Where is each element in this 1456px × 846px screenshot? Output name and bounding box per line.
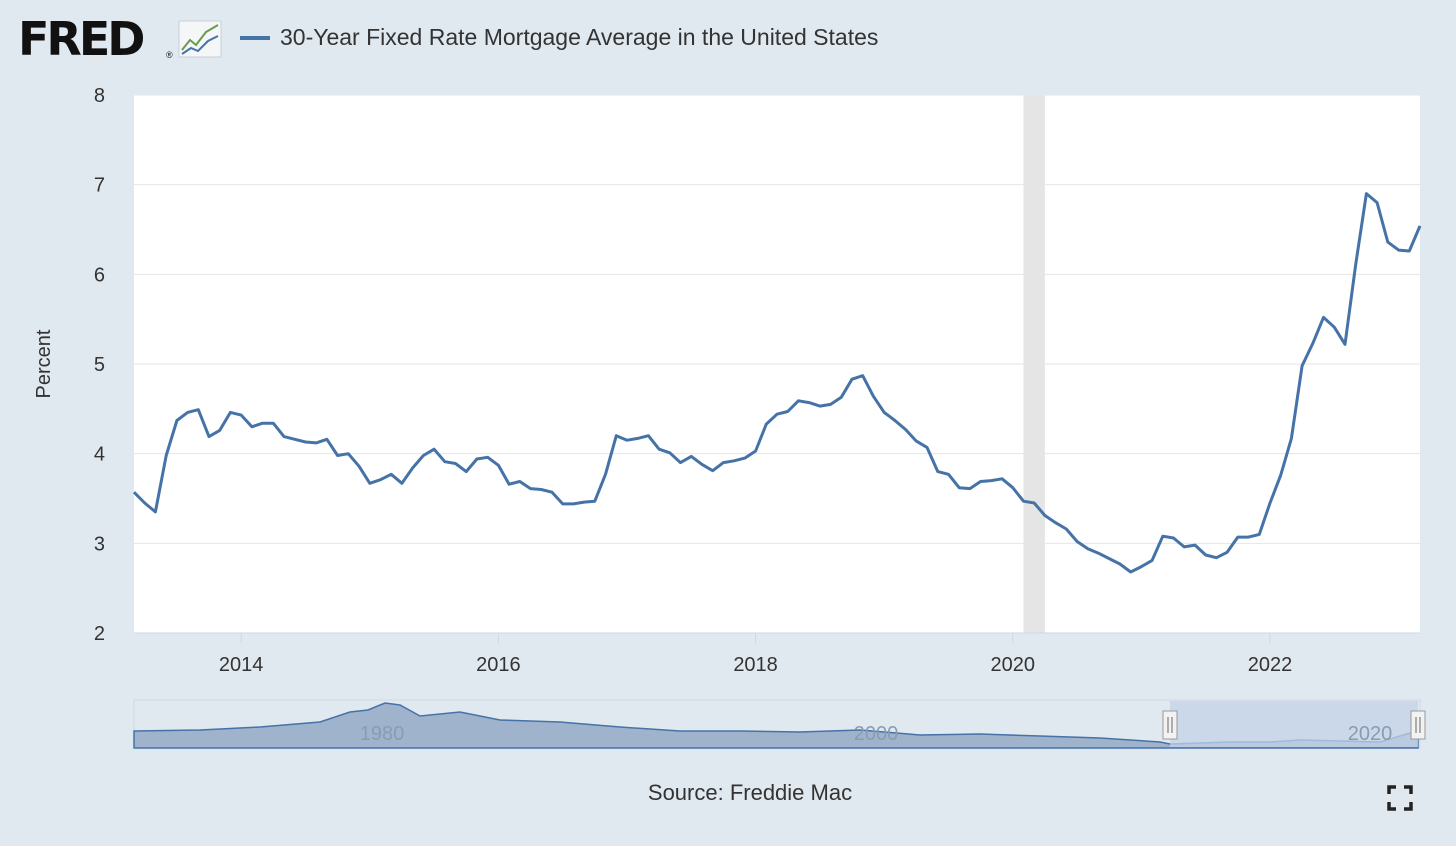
y-axis-ticks: 2 3 4 5 6 7 8 bbox=[94, 85, 105, 645]
legend-swatch bbox=[240, 36, 270, 40]
y-tick-label: 4 bbox=[94, 444, 105, 466]
x-axis-ticks: 2014 2016 2018 2020 2022 bbox=[219, 633, 1292, 676]
grid-lines bbox=[134, 94, 1420, 544]
fullscreen-icon[interactable] bbox=[1386, 784, 1414, 812]
y-tick-label: 5 bbox=[94, 354, 105, 376]
y-tick-label: 2 bbox=[94, 623, 105, 645]
x-tick-label: 2020 bbox=[991, 654, 1036, 676]
source-credit: Source: Freddie Mac bbox=[647, 780, 853, 805]
fred-logo[interactable]: FRED bbox=[18, 12, 145, 66]
navigator-label-2020: 2020 bbox=[1348, 723, 1393, 745]
x-tick-label: 2016 bbox=[476, 654, 521, 676]
y-tick-label: 3 bbox=[94, 533, 105, 555]
navigator-handle-right[interactable] bbox=[1410, 710, 1426, 740]
navigator-selection bbox=[1170, 701, 1418, 747]
chart-header: FRED ® 30-Year Fixed Rate Mortgage Avera… bbox=[18, 14, 1218, 64]
navigator-handle-left[interactable] bbox=[1162, 710, 1178, 740]
y-tick-label: 7 bbox=[94, 175, 105, 197]
y-tick-label: 6 bbox=[94, 264, 105, 286]
line-chart-icon bbox=[178, 20, 222, 58]
y-axis-label: Percent bbox=[33, 329, 55, 398]
series-line[interactable] bbox=[132, 192, 1422, 574]
x-tick-label: 2022 bbox=[1248, 654, 1293, 676]
x-tick-label: 2018 bbox=[733, 654, 778, 676]
range-navigator[interactable]: 1980 2000 2020 bbox=[133, 699, 1426, 749]
registered-mark: ® bbox=[166, 50, 173, 60]
x-tick-label: 2014 bbox=[219, 654, 264, 676]
navigator-label-1980: 1980 bbox=[360, 723, 405, 745]
y-tick-label: 8 bbox=[94, 85, 105, 107]
chart-title: 30-Year Fixed Rate Mortgage Average in t… bbox=[280, 24, 879, 50]
navigator-label-2000: 2000 bbox=[854, 723, 899, 745]
